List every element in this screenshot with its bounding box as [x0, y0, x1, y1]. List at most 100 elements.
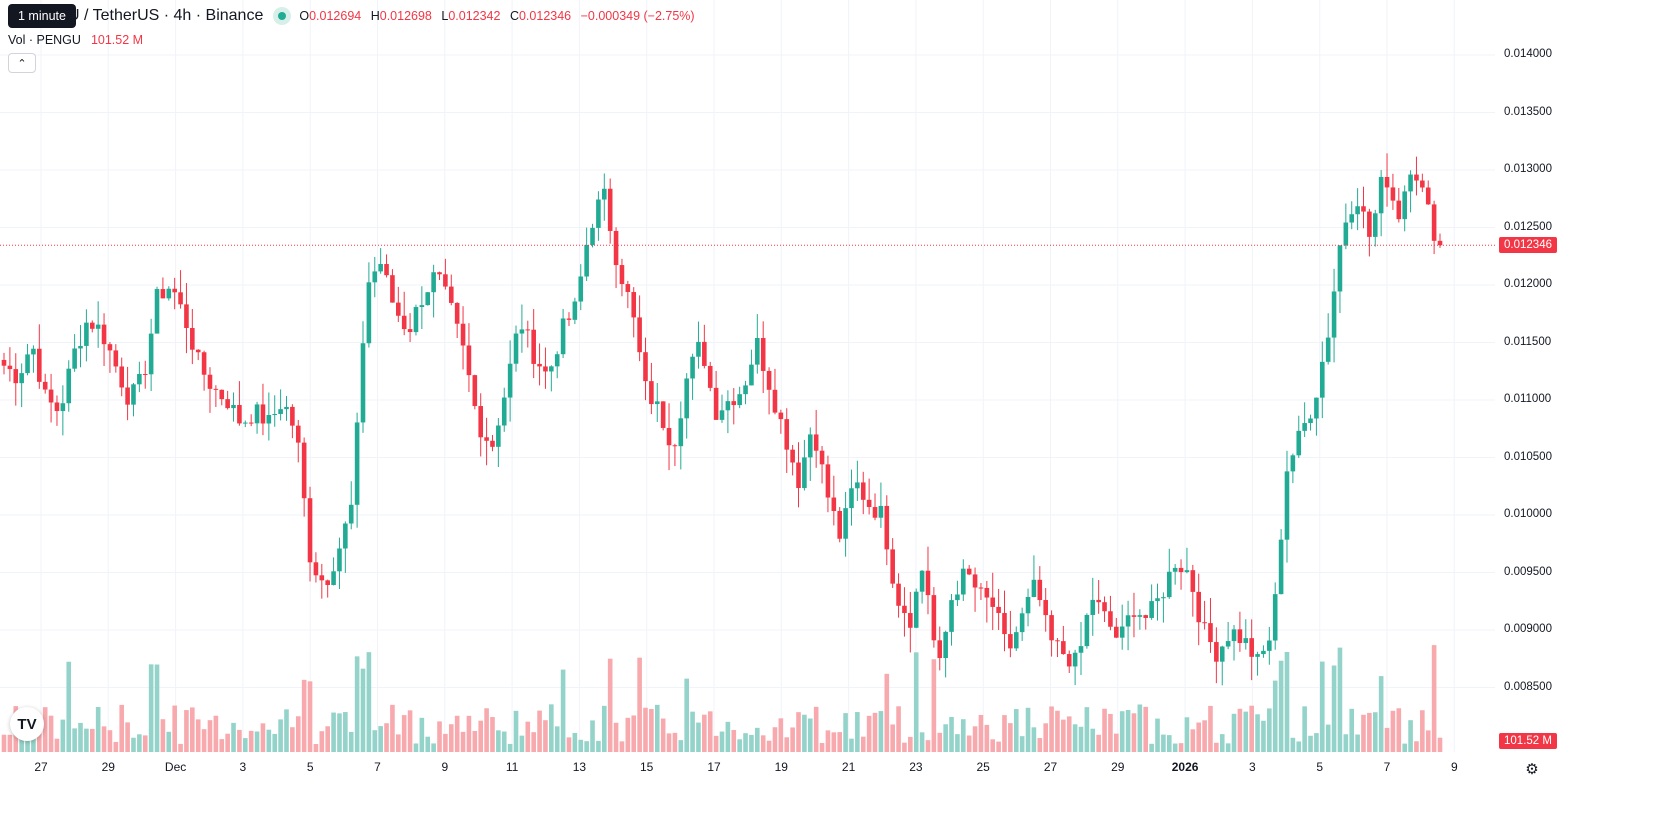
candle [837, 510, 843, 539]
volume-bar [496, 730, 501, 752]
volume-bar [719, 731, 725, 752]
candle [19, 373, 24, 384]
candle [319, 575, 325, 581]
candle [590, 227, 595, 245]
interval-tooltip: 1 minute [8, 4, 76, 28]
candle [1025, 596, 1031, 614]
volume-bar [860, 736, 866, 752]
tradingview-logo-icon[interactable]: TV [10, 707, 44, 741]
volume-bar [190, 707, 195, 752]
candle [1414, 174, 1419, 181]
volume-bar [137, 734, 142, 752]
candle [937, 640, 943, 659]
candle [1178, 567, 1184, 573]
volume-bar [855, 712, 860, 752]
volume-bar [1178, 743, 1184, 752]
candle [1408, 174, 1413, 192]
price-tick-label: 0.009000 [1504, 623, 1552, 635]
volume-bar [396, 734, 401, 752]
candle [1384, 176, 1390, 188]
candle [660, 401, 666, 428]
candle [1302, 423, 1307, 431]
volume-bar [531, 732, 536, 752]
volume-bar [337, 713, 342, 752]
candle [878, 505, 884, 518]
candle [78, 345, 83, 349]
volume-bar [278, 719, 283, 752]
volume-bar [1249, 705, 1254, 752]
time-tick-label: 5 [1316, 760, 1324, 774]
volume-bar [1066, 716, 1072, 752]
candle [119, 366, 125, 388]
candle [390, 275, 395, 303]
volume-bar [295, 716, 301, 752]
volume-bar [1114, 733, 1119, 752]
candle [89, 322, 95, 329]
volume-bar [1402, 743, 1407, 752]
candle [1066, 654, 1072, 667]
candle [466, 345, 472, 376]
volume-bar [384, 723, 389, 752]
candle [866, 499, 872, 508]
candle [649, 381, 654, 405]
volume-bar [172, 705, 177, 752]
volume-bar [537, 710, 542, 752]
candle [531, 329, 536, 364]
volume-bar [919, 732, 925, 752]
volume-bar [1337, 647, 1343, 752]
candle [813, 434, 819, 451]
candle [272, 413, 278, 416]
candle [166, 288, 172, 299]
volume-bar [831, 732, 837, 752]
time-tick-label: 27 [34, 760, 48, 774]
candle [772, 389, 778, 413]
candle [1161, 597, 1166, 599]
volume-bar [1137, 704, 1143, 752]
volume-bar [1267, 708, 1272, 752]
volume-bar [596, 740, 601, 752]
volume-bar [25, 735, 30, 752]
candle [290, 406, 295, 426]
volume-bar [890, 724, 895, 752]
volume-bar [366, 652, 372, 752]
volume-bar [419, 717, 425, 752]
volume-bar [413, 743, 419, 752]
candle [1349, 214, 1355, 223]
candle [755, 337, 760, 365]
price-tick-label: 0.008500 [1504, 680, 1552, 693]
candle [908, 613, 913, 628]
candle [295, 425, 301, 443]
volume-legend: Vol · PENGU 101.52 M [8, 33, 144, 47]
volume-bar [1125, 709, 1131, 752]
price-tick-label: 0.014000 [1504, 48, 1552, 60]
symbol-title[interactable]: U / TetherUS · 4h · Binance [68, 7, 264, 24]
candle [1308, 418, 1313, 424]
volume-bar [1367, 712, 1372, 752]
candle [160, 289, 166, 299]
volume-bar [931, 659, 937, 752]
candle [1055, 640, 1060, 642]
candle [1361, 206, 1366, 212]
candle [1390, 187, 1396, 201]
candle [37, 348, 42, 382]
volume-bar [554, 726, 560, 752]
candle [1196, 591, 1202, 623]
price-tick-label: 0.012500 [1504, 220, 1552, 233]
candle [672, 445, 678, 447]
last-price-tag: 0.012346 [1499, 237, 1557, 253]
volume-bar [1108, 713, 1113, 752]
volume-bar [66, 661, 72, 752]
gear-icon[interactable]: ⚙ [1525, 761, 1539, 778]
candle [943, 631, 948, 659]
volume-bar [696, 722, 701, 752]
market-status-icon[interactable] [273, 7, 292, 25]
candle [884, 505, 890, 550]
candle [478, 406, 484, 438]
volume-bar [460, 731, 466, 752]
candle [254, 404, 260, 424]
volume-bar [219, 739, 225, 752]
collapse-legend-button[interactable]: ⌃ [8, 53, 36, 73]
candle [1119, 626, 1125, 638]
volume-bar [725, 721, 731, 752]
